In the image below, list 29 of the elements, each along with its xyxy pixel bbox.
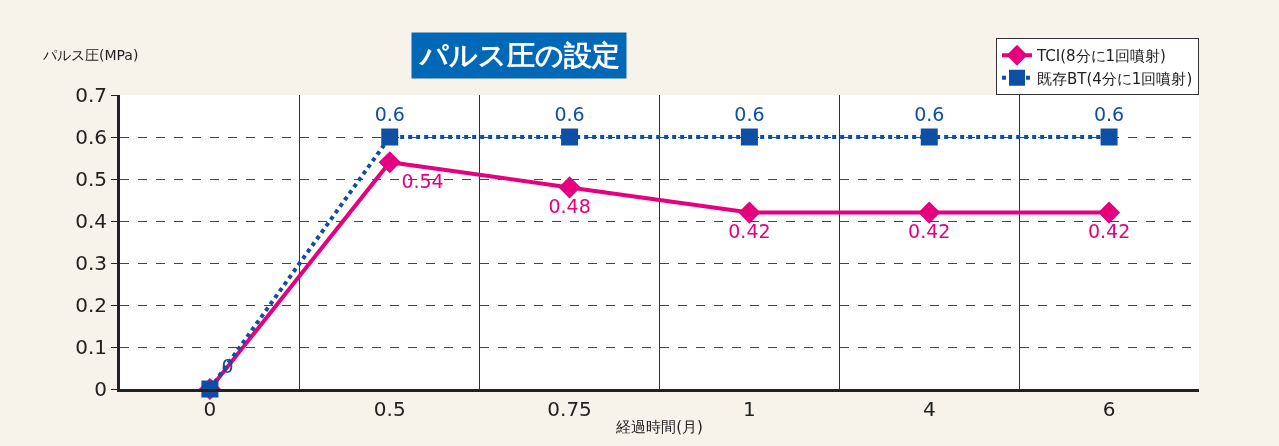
- data-label: 0.6: [914, 102, 945, 125]
- x-axis-title: 経過時間(月): [615, 418, 703, 436]
- y-axis-title: パルス圧(MPa): [42, 47, 139, 63]
- y-tick-label: 0.1: [75, 335, 107, 359]
- legend-label: TCI(8分に1回噴射): [1036, 47, 1166, 66]
- data-label: 0.6: [734, 102, 765, 125]
- data-label: 0.42: [728, 220, 771, 243]
- y-tick-label: 0.3: [75, 251, 107, 275]
- data-label: 0.48: [548, 195, 591, 218]
- x-tick-label: 4: [922, 397, 936, 421]
- x-tick-label: 0.5: [373, 397, 406, 421]
- x-tick-label: 1: [743, 397, 756, 421]
- y-tick-label: 0.2: [75, 293, 107, 317]
- y-tick-label: 0: [94, 377, 107, 401]
- chart-title: パルス圧の設定: [418, 39, 620, 72]
- legend-label: 既存BT(4分に1回噴射): [1037, 69, 1193, 88]
- y-tick-label: 0.4: [75, 209, 107, 233]
- y-tick-label: 0.7: [75, 83, 107, 107]
- x-tick-label: 6: [1102, 397, 1116, 421]
- data-label: 0.54: [401, 170, 444, 193]
- data-label: 0.6: [554, 102, 585, 125]
- data-label: 0.42: [1087, 220, 1131, 243]
- data-label: 0.6: [374, 102, 405, 125]
- y-tick-label: 0.5: [75, 167, 107, 191]
- x-tick-label: 0: [203, 397, 217, 421]
- data-label: 0.6: [1093, 102, 1125, 125]
- data-label: 0.42: [908, 220, 951, 243]
- y-tick-label: 0.6: [75, 125, 107, 149]
- x-tick-label: 0.75: [547, 397, 592, 421]
